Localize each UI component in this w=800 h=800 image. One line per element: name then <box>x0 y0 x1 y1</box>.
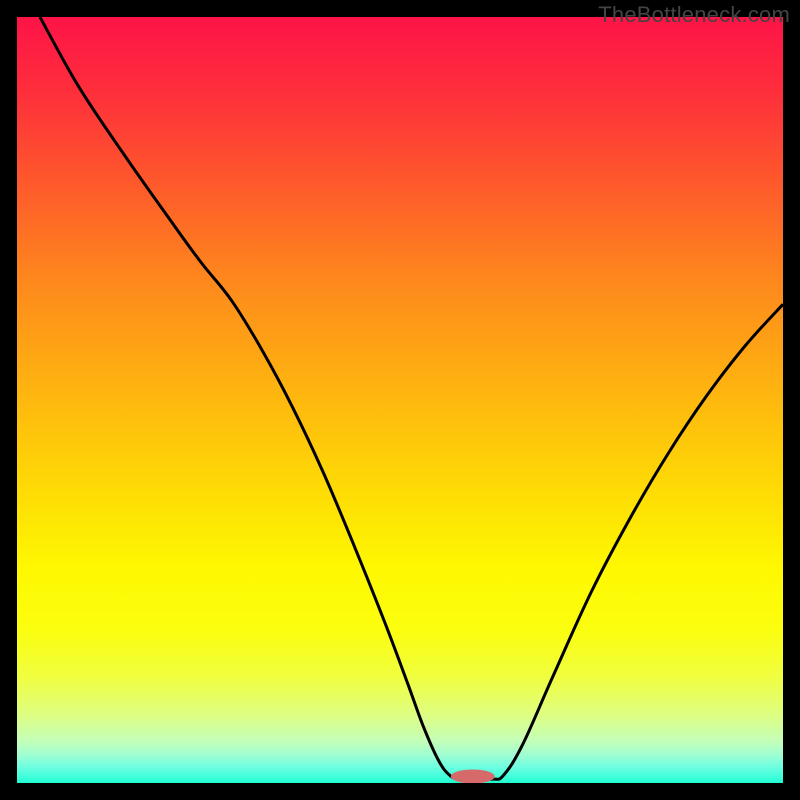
chart-gradient-background <box>17 17 783 783</box>
bottleneck-chart <box>0 0 800 800</box>
watermark-text: TheBottleneck.com <box>598 2 790 28</box>
chart-container: TheBottleneck.com <box>0 0 800 800</box>
optimal-range-marker <box>451 769 495 783</box>
